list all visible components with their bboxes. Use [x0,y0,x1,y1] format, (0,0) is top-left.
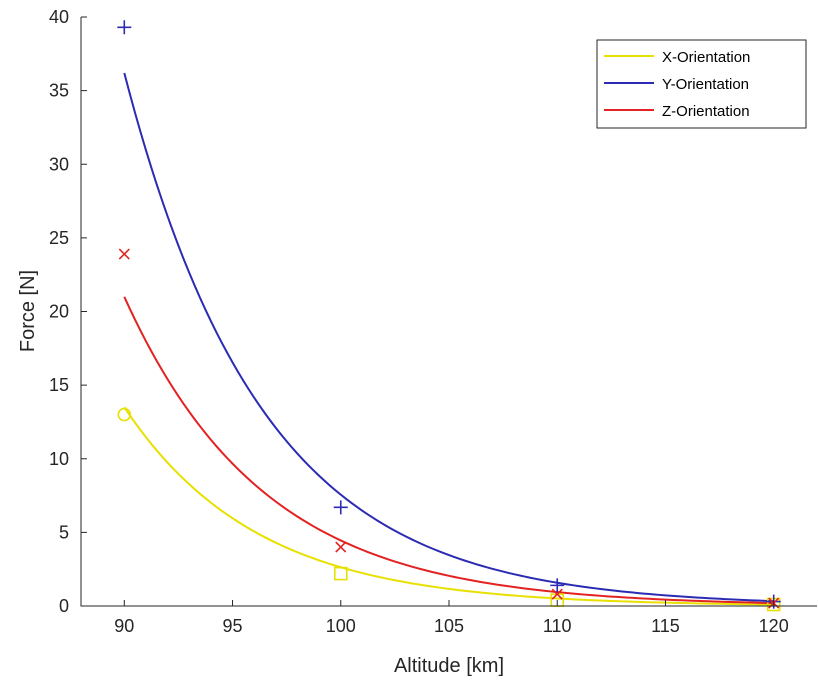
y-axis-ticks: 0 5 10 15 20 25 30 35 40 [49,7,87,616]
y-tick-label: 20 [49,302,69,322]
legend: X-Orientation Y-Orientation Z-Orientation [596,39,807,129]
y-tick-label: 35 [49,81,69,101]
x-axis-label: Altitude [km] [394,655,504,677]
plus-marker [333,500,348,515]
x-tick-label: 115 [651,616,680,636]
square-marker [333,566,348,581]
x-tick-label: 110 [543,616,572,636]
legend-label: Y-Orientation [662,76,749,93]
y-tick-label: 15 [49,375,69,395]
y-tick-label: 25 [49,228,69,248]
plus-marker [550,578,565,593]
x-marker [335,541,347,553]
fit-curve [123,72,774,603]
x-tick-label: 95 [223,616,243,636]
y-tick-label: 30 [49,154,69,174]
data-markers [117,20,781,612]
circle-marker [117,407,132,422]
x-tick-label: 100 [326,616,356,636]
fit-curve [123,296,774,605]
x-axis-ticks: 90 95 100 105 110 115 120 [114,600,789,636]
y-axis-label: Force [N] [17,270,39,352]
y-tick-label: 10 [49,449,69,469]
y-tick-label: 5 [59,522,69,542]
x-tick-label: 120 [759,616,789,636]
y-tick-label: 0 [59,596,69,616]
legend-label: X-Orientation [662,49,750,66]
x-tick-label: 105 [434,616,464,636]
x-marker [551,588,563,600]
x-tick-label: 90 [114,616,134,636]
plus-marker [117,20,132,35]
x-marker [118,248,130,260]
y-tick-label: 40 [49,7,69,27]
legend-label: Z-Orientation [662,103,750,120]
